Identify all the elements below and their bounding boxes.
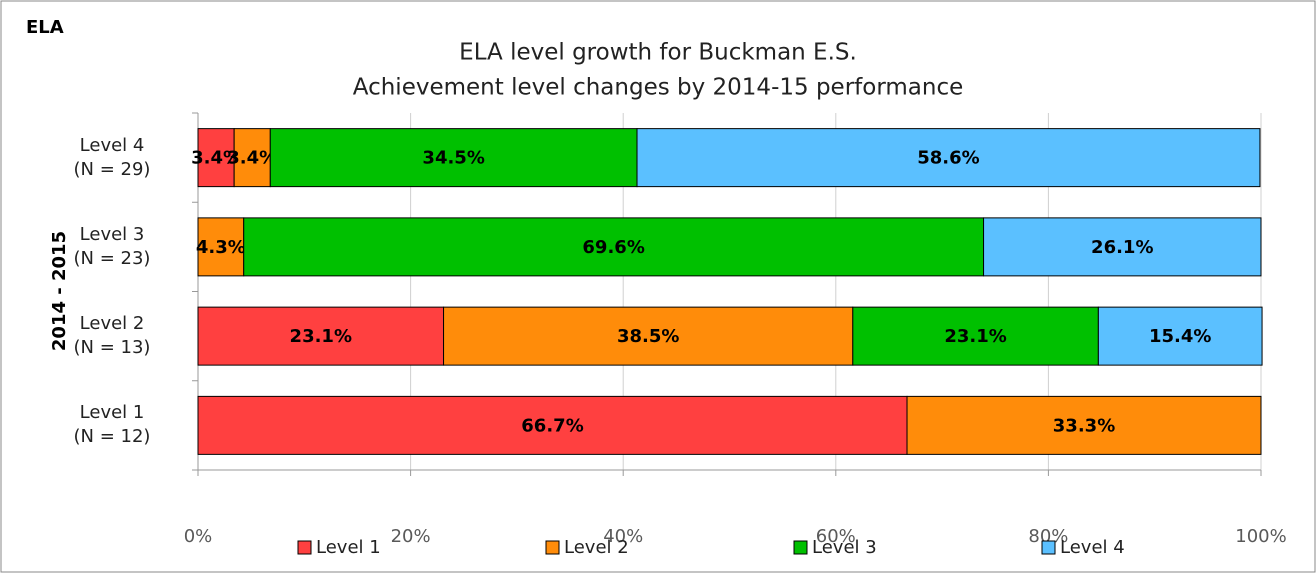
bar-segment xyxy=(233,128,271,188)
bar-segment xyxy=(197,395,908,455)
data-label: 3.4% xyxy=(227,148,277,169)
bar-segment xyxy=(852,306,1099,366)
bar-segment xyxy=(443,306,854,366)
data-label: 34.5% xyxy=(422,148,484,169)
x-tick-label: 0% xyxy=(184,526,213,547)
chart-title: ELA level growth for Buckman E.S. xyxy=(459,40,857,66)
bar-segment xyxy=(197,217,245,277)
legend-swatch xyxy=(1041,540,1056,555)
data-label: 3.4% xyxy=(191,148,241,169)
legend-label: Level 1 xyxy=(316,537,381,558)
data-label: 66.7% xyxy=(521,415,583,436)
data-label: 33.3% xyxy=(1053,415,1115,436)
chart-subtitle: Achievement level changes by 2014-15 per… xyxy=(353,75,964,101)
x-tick-label: 100% xyxy=(1235,526,1286,547)
bar-segment xyxy=(269,128,638,188)
x-tick-label: 40% xyxy=(603,526,643,547)
legend-label: Level 3 xyxy=(812,537,877,558)
bar-segment xyxy=(906,395,1262,455)
legend-label: Level 2 xyxy=(564,537,629,558)
data-label: 4.3% xyxy=(196,237,246,258)
x-tick-label: 60% xyxy=(816,526,856,547)
bar-segment xyxy=(243,217,985,277)
legend-swatch xyxy=(793,540,808,555)
y-tick-label: Level 1 (N = 12) xyxy=(73,402,151,448)
x-tick-label: 80% xyxy=(1028,526,1068,547)
data-label: 15.4% xyxy=(1149,326,1211,347)
y-tick-label: Level 3 (N = 23) xyxy=(73,223,151,269)
data-label: 38.5% xyxy=(617,326,679,347)
data-label: 23.1% xyxy=(290,326,352,347)
bar-segment xyxy=(1097,306,1263,366)
y-axis-label: 2014 - 2015 xyxy=(49,231,70,351)
bar-segment xyxy=(636,128,1261,188)
y-tick-label: Level 4 (N = 29) xyxy=(73,134,151,180)
y-tick-label: Level 2 (N = 13) xyxy=(73,313,151,359)
legend-swatch xyxy=(545,540,560,555)
data-label: 58.6% xyxy=(917,148,979,169)
corner-label: ELA xyxy=(26,17,64,38)
bar-segment xyxy=(197,306,445,366)
bar-segment xyxy=(983,217,1262,277)
data-label: 23.1% xyxy=(944,326,1006,347)
legend-label: Level 4 xyxy=(1060,537,1125,558)
data-label: 69.6% xyxy=(582,237,644,258)
x-tick-label: 20% xyxy=(391,526,431,547)
legend-swatch xyxy=(297,540,312,555)
data-label: 26.1% xyxy=(1091,237,1153,258)
